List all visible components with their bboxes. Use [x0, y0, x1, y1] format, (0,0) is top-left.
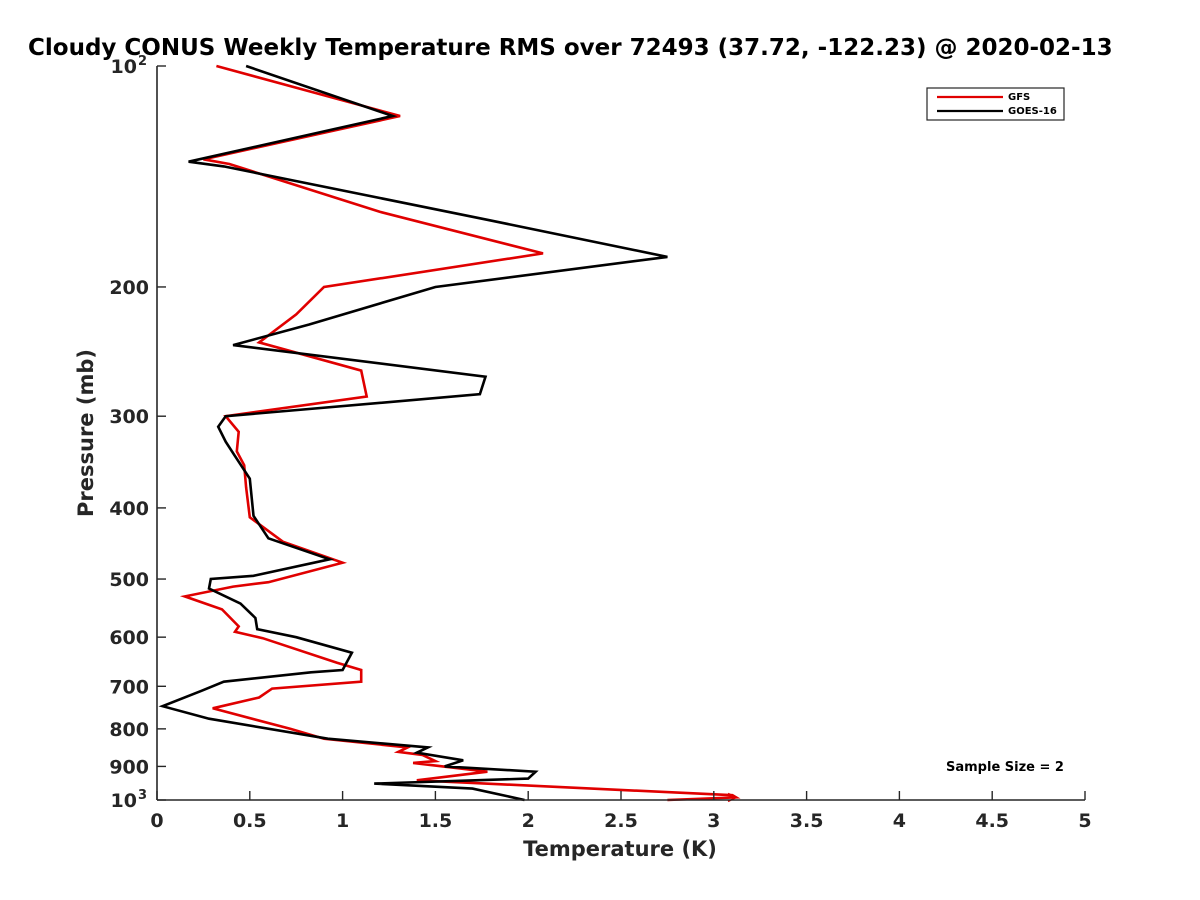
x-tick-label: 4 — [893, 810, 906, 832]
x-tick-label: 0 — [150, 810, 163, 832]
x-tick-label: 4.5 — [975, 810, 1009, 832]
legend-label-goes16: GOES-16 — [1008, 106, 1057, 117]
y-tick-label: 10 — [111, 56, 137, 78]
x-tick-label: 1.5 — [419, 810, 453, 832]
legend-box — [926, 87, 1065, 121]
x-tick-label: 0.5 — [233, 810, 267, 832]
legend: GFS GOES-16 — [926, 87, 1065, 121]
y-tick-label: 300 — [109, 406, 149, 428]
legend-label-gfs: GFS — [1008, 92, 1030, 103]
y-tick-label-exponent: 3 — [138, 788, 147, 803]
x-tick-label: 1 — [336, 810, 349, 832]
y-tick-label: 800 — [109, 719, 149, 741]
axes-layer: 0 0.5 1 1.5 2 2.5 3 3.5 4 4.5 510 22003004005006007… — [109, 54, 1091, 832]
y-tick-label: 900 — [109, 756, 149, 778]
y-axis-title: Pressure (mb) — [74, 349, 98, 517]
x-tick-label: 5 — [1078, 810, 1091, 832]
y-tick-label: 10 — [111, 790, 137, 812]
x-axis-title: Temperature (K) — [523, 837, 717, 861]
y-tick-label: 500 — [109, 569, 149, 591]
x-tick-label: 3 — [707, 810, 720, 832]
y-tick-label: 200 — [109, 277, 149, 299]
x-tick-label: 3.5 — [790, 810, 824, 832]
y-tick-label: 700 — [109, 676, 149, 698]
sample-size-annotation: Sample Size = 2 — [946, 760, 1064, 775]
y-tick-label: 600 — [109, 627, 149, 649]
y-tick-label-exponent: 2 — [138, 54, 147, 69]
x-tick-label: 2 — [522, 810, 535, 832]
series-layer — [158, 64, 741, 803]
x-tick-label: 2.5 — [604, 810, 638, 832]
y-tick-label: 400 — [109, 498, 149, 520]
series-line-goes-16 — [158, 64, 668, 802]
chart-title: Cloudy CONUS Weekly Temperature RMS over… — [28, 35, 1113, 61]
series-line-gfs — [179, 64, 741, 802]
